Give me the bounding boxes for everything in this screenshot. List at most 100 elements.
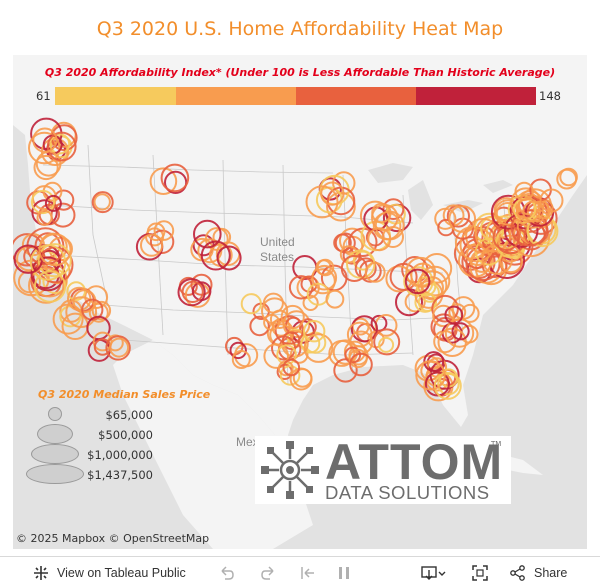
market-bubble[interactable] bbox=[149, 167, 178, 195]
market-bubble[interactable] bbox=[50, 202, 76, 228]
market-bubble[interactable] bbox=[370, 314, 388, 332]
market-bubble[interactable] bbox=[382, 226, 404, 248]
market-bubble[interactable] bbox=[216, 245, 242, 271]
market-bubble[interactable] bbox=[279, 365, 301, 386]
market-bubble[interactable] bbox=[444, 318, 475, 348]
market-bubble[interactable] bbox=[410, 262, 436, 288]
market-bubble[interactable] bbox=[559, 167, 578, 187]
market-bubble[interactable] bbox=[448, 205, 477, 233]
market-bubble[interactable] bbox=[72, 289, 97, 314]
market-bubble[interactable] bbox=[303, 333, 334, 363]
market-bubble[interactable] bbox=[280, 304, 305, 330]
market-bubble[interactable] bbox=[311, 264, 338, 291]
market-bubble[interactable] bbox=[160, 163, 190, 193]
market-bubble[interactable] bbox=[349, 352, 373, 377]
market-bubble[interactable] bbox=[378, 336, 395, 353]
market-bubble[interactable] bbox=[419, 265, 451, 297]
fullscreen-button[interactable] bbox=[472, 557, 488, 588]
market-bubble[interactable] bbox=[193, 219, 222, 249]
market-bubble[interactable] bbox=[263, 343, 290, 369]
market-bubble[interactable] bbox=[305, 185, 339, 219]
market-bubble[interactable] bbox=[389, 262, 418, 291]
market-bubble[interactable] bbox=[38, 233, 72, 267]
market-bubble[interactable] bbox=[229, 341, 247, 360]
market-bubble[interactable] bbox=[88, 302, 109, 323]
market-bubble[interactable] bbox=[364, 262, 386, 283]
market-bubble[interactable] bbox=[28, 267, 65, 304]
market-bubble[interactable] bbox=[416, 276, 437, 297]
market-bubble[interactable] bbox=[556, 168, 578, 190]
redo-button[interactable] bbox=[260, 557, 276, 588]
bubble-layer[interactable] bbox=[13, 55, 587, 549]
market-bubble[interactable] bbox=[299, 318, 317, 337]
market-bubble[interactable] bbox=[109, 337, 130, 358]
market-bubble[interactable] bbox=[262, 292, 284, 314]
market-bubble[interactable] bbox=[432, 304, 455, 328]
market-bubble[interactable] bbox=[149, 229, 175, 255]
map-area[interactable]: United States Mex Q3 2020 Affordability … bbox=[13, 55, 587, 549]
market-bubble[interactable] bbox=[350, 315, 378, 343]
market-bubble[interactable] bbox=[446, 204, 470, 228]
market-bubble[interactable] bbox=[354, 257, 377, 280]
market-bubble[interactable] bbox=[433, 371, 462, 400]
view-on-tableau-button[interactable]: View on Tableau Public bbox=[33, 557, 186, 588]
market-bubble[interactable] bbox=[367, 227, 392, 252]
undo-button[interactable] bbox=[219, 557, 235, 588]
market-bubble[interactable] bbox=[276, 344, 297, 366]
share-button[interactable]: Share bbox=[510, 557, 567, 588]
market-bubble[interactable] bbox=[274, 315, 304, 345]
market-bubble[interactable] bbox=[91, 300, 112, 321]
market-bubble[interactable] bbox=[320, 181, 345, 206]
market-bubble[interactable] bbox=[32, 127, 58, 153]
market-bubble[interactable] bbox=[37, 243, 72, 278]
revert-button[interactable] bbox=[300, 557, 316, 588]
market-bubble[interactable] bbox=[191, 281, 212, 301]
market-bubble[interactable] bbox=[373, 328, 401, 356]
market-bubble[interactable] bbox=[282, 358, 301, 377]
market-bubble[interactable] bbox=[81, 298, 104, 321]
pause-button[interactable] bbox=[336, 557, 352, 588]
market-bubble[interactable] bbox=[30, 189, 56, 215]
market-bubble[interactable] bbox=[292, 368, 313, 388]
market-bubble[interactable] bbox=[33, 154, 59, 181]
market-bubble[interactable] bbox=[105, 335, 131, 361]
market-bubble[interactable] bbox=[93, 193, 111, 211]
market-bubble[interactable] bbox=[36, 209, 53, 226]
market-bubble[interactable] bbox=[451, 322, 470, 341]
market-bubble[interactable] bbox=[231, 350, 251, 369]
market-bubble[interactable] bbox=[91, 191, 114, 214]
market-bubble[interactable] bbox=[49, 133, 71, 155]
market-bubble[interactable] bbox=[240, 293, 262, 315]
market-bubble[interactable] bbox=[86, 315, 111, 341]
market-bubble[interactable] bbox=[281, 331, 301, 351]
market-bubble[interactable] bbox=[451, 296, 476, 320]
market-bubble[interactable] bbox=[444, 305, 464, 325]
market-bubble[interactable] bbox=[348, 348, 368, 369]
market-bubble[interactable] bbox=[261, 297, 289, 325]
market-bubble[interactable] bbox=[146, 222, 166, 242]
download-button[interactable] bbox=[421, 557, 447, 588]
market-bubble[interactable] bbox=[303, 320, 326, 343]
market-bubble[interactable] bbox=[52, 303, 84, 335]
market-bubble[interactable] bbox=[27, 131, 61, 165]
market-bubble[interactable] bbox=[212, 227, 232, 247]
market-bubble[interactable] bbox=[200, 240, 231, 271]
market-bubble[interactable] bbox=[153, 220, 175, 241]
market-bubble[interactable] bbox=[417, 292, 437, 312]
market-bubble[interactable] bbox=[177, 278, 206, 307]
market-bubble[interactable] bbox=[326, 191, 356, 222]
market-bubble[interactable] bbox=[44, 194, 62, 212]
market-bubble[interactable] bbox=[33, 270, 67, 303]
market-bubble[interactable] bbox=[404, 268, 431, 295]
market-bubble[interactable] bbox=[346, 249, 376, 279]
market-bubble[interactable] bbox=[415, 360, 446, 391]
market-bubble[interactable] bbox=[249, 315, 270, 337]
market-bubble[interactable] bbox=[328, 339, 356, 367]
market-bubble[interactable] bbox=[302, 294, 319, 311]
market-bubble[interactable] bbox=[358, 259, 382, 283]
market-bubble[interactable] bbox=[46, 131, 77, 162]
market-bubble[interactable] bbox=[288, 275, 314, 300]
market-bubble[interactable] bbox=[344, 346, 362, 364]
market-bubble[interactable] bbox=[514, 181, 534, 202]
market-bubble[interactable] bbox=[140, 233, 164, 257]
